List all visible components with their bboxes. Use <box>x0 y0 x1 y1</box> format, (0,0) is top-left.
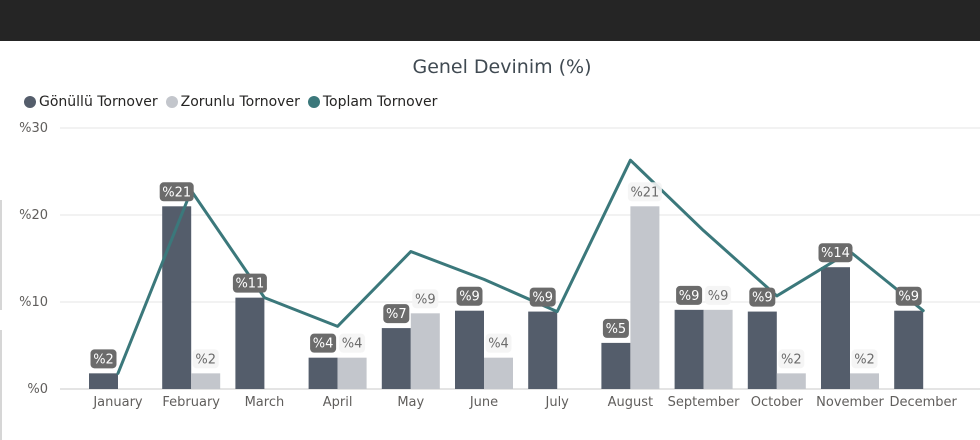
y-tick-label: %0 <box>27 382 48 397</box>
voluntary-data-label: %9 <box>532 291 553 306</box>
x-tick-label: February <box>162 395 220 410</box>
x-tick-label: April <box>323 395 353 410</box>
voluntary-data-label-background <box>602 318 629 338</box>
x-tick-label: October <box>751 395 804 410</box>
involuntary-data-label-background <box>485 333 512 353</box>
voluntary-data-label-background <box>456 286 483 306</box>
involuntary-data-label: %4 <box>488 337 509 352</box>
involuntary-data-label-background <box>778 349 805 369</box>
involuntary-bar[interactable] <box>484 357 513 389</box>
legend-total-label: Toplam Tornover <box>322 94 438 110</box>
involuntary-data-label: %21 <box>630 185 659 200</box>
x-tick-label: September <box>668 395 741 410</box>
voluntary-data-label: %9 <box>459 290 480 305</box>
voluntary-data-label-background <box>310 333 337 353</box>
voluntary-data-label: %21 <box>162 185 191 200</box>
involuntary-data-label-background <box>412 289 439 309</box>
legend-involuntary-label: Zorunlu Tornover <box>180 94 300 110</box>
y-tick-label: %30 <box>19 121 48 136</box>
legend-item-involuntary[interactable]: Zorunlu Tornover <box>165 94 300 110</box>
voluntary-data-label-background <box>529 287 556 307</box>
x-tick-label: June <box>469 395 498 410</box>
legend-item-total[interactable]: Toplam Tornover <box>307 94 438 110</box>
voluntary-bar[interactable] <box>747 311 777 389</box>
voluntary-data-label: %7 <box>386 307 407 322</box>
x-tick-label: July <box>545 395 570 410</box>
voluntary-data-label-background <box>818 243 853 263</box>
voluntary-data-label: %9 <box>898 290 919 305</box>
involuntary-data-label: %2 <box>781 352 802 367</box>
voluntary-bar[interactable] <box>235 297 265 389</box>
involuntary-bar[interactable] <box>337 357 367 389</box>
voluntary-data-label: %9 <box>752 291 773 306</box>
legend-item-voluntary[interactable]: Gönüllü Tornover <box>24 94 158 110</box>
x-tick-label: March <box>245 395 285 410</box>
voluntary-data-label-background <box>90 349 117 369</box>
involuntary-bar[interactable] <box>191 373 221 389</box>
involuntary-data-label-background <box>192 349 219 369</box>
chart-legend[interactable]: Gönüllü Tornover Zorunlu Tornover Toplam… <box>24 94 445 110</box>
involuntary-bar[interactable] <box>850 373 879 389</box>
voluntary-bar[interactable] <box>162 206 192 389</box>
y-tick-label: %20 <box>19 208 48 223</box>
involuntary-bar[interactable] <box>410 313 440 389</box>
voluntary-bar[interactable] <box>674 309 704 389</box>
involuntary-data-label-background <box>705 285 732 305</box>
involuntary-bar[interactable] <box>776 373 806 389</box>
involuntary-data-label-background <box>851 349 878 369</box>
legend-involuntary-marker <box>165 96 178 108</box>
legend-voluntary-label: Gönüllü Tornover <box>39 94 158 110</box>
x-tick-label: August <box>608 395 654 410</box>
voluntary-data-label-background <box>383 304 410 324</box>
y-tick-label: %10 <box>19 295 48 310</box>
x-tick-label: November <box>816 395 884 410</box>
voluntary-data-label: %9 <box>679 289 700 304</box>
panel-edge-marker <box>0 200 2 310</box>
voluntary-data-label-background <box>159 182 194 202</box>
involuntary-data-label: %9 <box>708 289 729 304</box>
voluntary-data-label-background <box>676 285 703 305</box>
involuntary-bar[interactable] <box>703 309 733 389</box>
involuntary-data-label: %4 <box>342 337 363 352</box>
voluntary-bar[interactable] <box>528 311 558 389</box>
voluntary-data-label: %4 <box>313 337 334 352</box>
voluntary-data-label: %11 <box>235 277 264 292</box>
x-tick-label: January <box>92 395 143 410</box>
involuntary-data-label: %2 <box>854 352 875 367</box>
involuntary-data-label: %9 <box>415 292 436 307</box>
voluntary-bar[interactable] <box>455 310 484 389</box>
panel-edge-marker <box>0 330 2 440</box>
legend-total-marker <box>307 96 320 108</box>
involuntary-data-label-background <box>339 333 366 353</box>
involuntary-bar[interactable] <box>630 206 660 389</box>
voluntary-bar[interactable] <box>89 373 118 389</box>
voluntary-data-label-background <box>749 287 776 307</box>
voluntary-bar[interactable] <box>894 310 924 389</box>
voluntary-bar[interactable] <box>308 357 338 389</box>
chart-plot-area: %0 %10 %20 %30 January February March April May J… <box>19 121 980 410</box>
voluntary-data-label-background <box>232 273 267 293</box>
involuntary-data-label: %2 <box>195 352 216 367</box>
voluntary-bar[interactable] <box>821 267 850 389</box>
voluntary-data-label: %5 <box>606 322 627 337</box>
voluntary-data-label: %14 <box>821 246 850 261</box>
x-tick-label: May <box>397 395 424 410</box>
chart-title: Genel Devinim (%) <box>412 56 592 78</box>
voluntary-data-label-background <box>895 286 922 306</box>
legend-voluntary-marker <box>24 96 36 108</box>
window-top-bar <box>0 0 980 41</box>
involuntary-data-label-background <box>627 182 662 202</box>
x-tick-label: December <box>889 395 957 410</box>
voluntary-data-label: %2 <box>93 352 114 367</box>
voluntary-bar[interactable] <box>601 342 631 389</box>
voluntary-bar[interactable] <box>381 328 411 389</box>
